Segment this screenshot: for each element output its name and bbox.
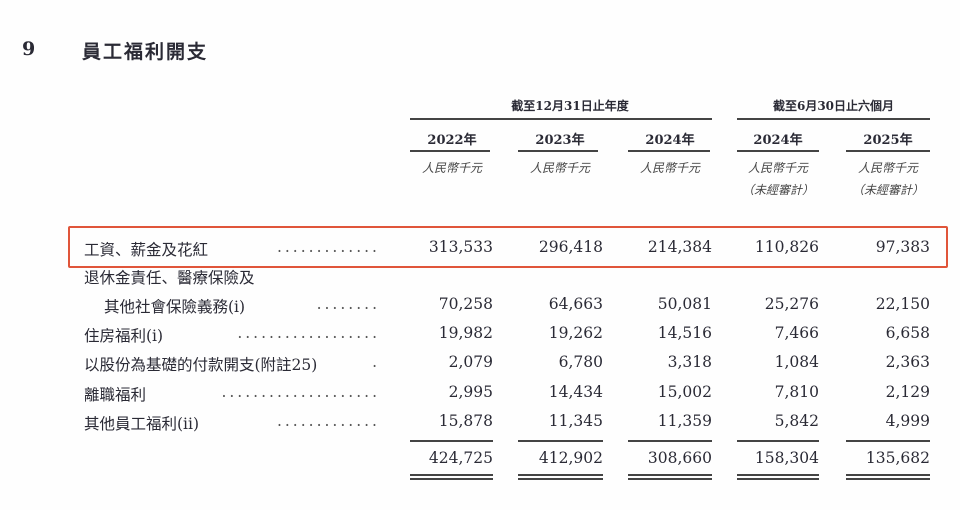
cell: 7,466 (774, 324, 819, 342)
leader-dots: . (372, 353, 380, 371)
unit-label: 人民幣千元 (529, 161, 590, 175)
cell: 15,002 (657, 383, 712, 401)
leader-dots: ............. (276, 412, 380, 430)
divider (846, 440, 930, 442)
row-label: 其他員工福利(ii) (84, 415, 200, 433)
row-label: 住房福利(i) (84, 327, 164, 345)
unit-label: 人民幣千元 (421, 161, 482, 175)
divider (410, 150, 490, 152)
divider (737, 150, 819, 152)
double-underline (737, 478, 819, 480)
table-row: 其他社會保險義務(i) ........ 70,258 64,663 50,08… (0, 295, 960, 321)
cell: 2,995 (448, 383, 493, 401)
cell: 4,999 (885, 412, 930, 430)
row-label: 離職福利 (84, 386, 147, 404)
double-underline (846, 478, 930, 480)
cell: 64,663 (548, 295, 603, 313)
total-cell: 135,682 (865, 449, 930, 467)
cell: 97,383 (875, 238, 930, 256)
double-underline (518, 474, 603, 476)
cell: 2,079 (448, 353, 493, 371)
table-row: 住房福利(i) .................. 19,982 19,262… (0, 324, 960, 350)
cell: 14,516 (657, 324, 712, 342)
table-row: 其他員工福利(ii) ............. 15,878 11,345 1… (0, 412, 960, 438)
unit-label: 人民幣千元 (747, 161, 808, 175)
cell: 2,129 (885, 383, 930, 401)
year-header: 2022年 (427, 133, 477, 148)
divider (410, 440, 493, 442)
cell: 11,345 (548, 412, 603, 430)
cell: 3,318 (667, 353, 712, 371)
leader-dots: .................... (221, 383, 380, 401)
unit-label: 人民幣千元 (857, 161, 918, 175)
year-header: 2024年 (753, 133, 803, 148)
total-cell: 308,660 (647, 449, 712, 467)
divider (518, 150, 598, 152)
unaudited-label: （未經審計） (741, 183, 814, 197)
row-label: 退休金責任、醫療保險及 (84, 269, 255, 287)
row-label: 工資、薪金及花紅 (84, 241, 209, 259)
cell: 214,384 (647, 238, 712, 256)
cell: 6,780 (558, 353, 603, 371)
unaudited-label: （未經審計） (851, 183, 924, 197)
leader-dots: ........ (316, 295, 380, 313)
cell: 11,359 (657, 412, 712, 430)
cell: 15,878 (438, 412, 493, 430)
row-label: 其他社會保險義務(i) (104, 298, 246, 316)
table-row: 退休金責任、醫療保險及 (0, 266, 960, 292)
highlight-box (68, 226, 948, 268)
cell: 2,363 (885, 353, 930, 371)
group-header-interim: 截至6月30日止六個月 (772, 99, 895, 113)
divider (846, 150, 930, 152)
divider (410, 118, 712, 120)
year-header: 2023年 (535, 133, 585, 148)
cell: 70,258 (438, 295, 493, 313)
cell: 296,418 (538, 238, 603, 256)
cell: 25,276 (764, 295, 819, 313)
table-row: 以股份為基礎的付款開支(附註25) . 2,079 6,780 3,318 1,… (0, 353, 960, 379)
double-underline (410, 474, 493, 476)
table-row: 工資、薪金及花紅 ............. 313,533 296,418 2… (0, 238, 960, 264)
leader-dots: ............. (276, 238, 380, 256)
double-underline (628, 478, 712, 480)
cell: 6,658 (885, 324, 930, 342)
cell: 14,434 (548, 383, 603, 401)
cell: 19,982 (438, 324, 493, 342)
divider (628, 440, 712, 442)
cell: 1,084 (774, 353, 819, 371)
divider (518, 440, 603, 442)
cell: 50,081 (657, 295, 712, 313)
unit-label: 人民幣千元 (639, 161, 700, 175)
cell: 313,533 (428, 238, 493, 256)
section-title: 員工福利開支 (82, 41, 209, 63)
group-header-annual: 截至12月31日止年度 (511, 99, 629, 113)
double-underline (737, 474, 819, 476)
total-cell: 158,304 (754, 449, 819, 467)
table-row: 離職福利 .................... 2,995 14,434 1… (0, 383, 960, 409)
cell: 19,262 (548, 324, 603, 342)
cell: 110,826 (754, 238, 819, 256)
year-header: 2025年 (863, 133, 913, 148)
double-underline (846, 474, 930, 476)
divider (628, 150, 710, 152)
cell: 5,842 (774, 412, 819, 430)
year-header: 2024年 (645, 133, 695, 148)
total-cell: 424,725 (428, 449, 493, 467)
double-underline (410, 478, 493, 480)
leader-dots: .................. (237, 324, 380, 342)
divider (737, 440, 819, 442)
double-underline (628, 474, 712, 476)
double-underline (518, 478, 603, 480)
cell: 22,150 (875, 295, 930, 313)
total-cell: 412,902 (538, 449, 603, 467)
row-label: 以股份為基礎的付款開支(附註25) (84, 356, 318, 374)
cell: 7,810 (774, 383, 819, 401)
section-number: 9 (22, 38, 36, 60)
divider (737, 118, 930, 120)
total-row: 424,725 412,902 308,660 158,304 135,682 (0, 449, 960, 475)
